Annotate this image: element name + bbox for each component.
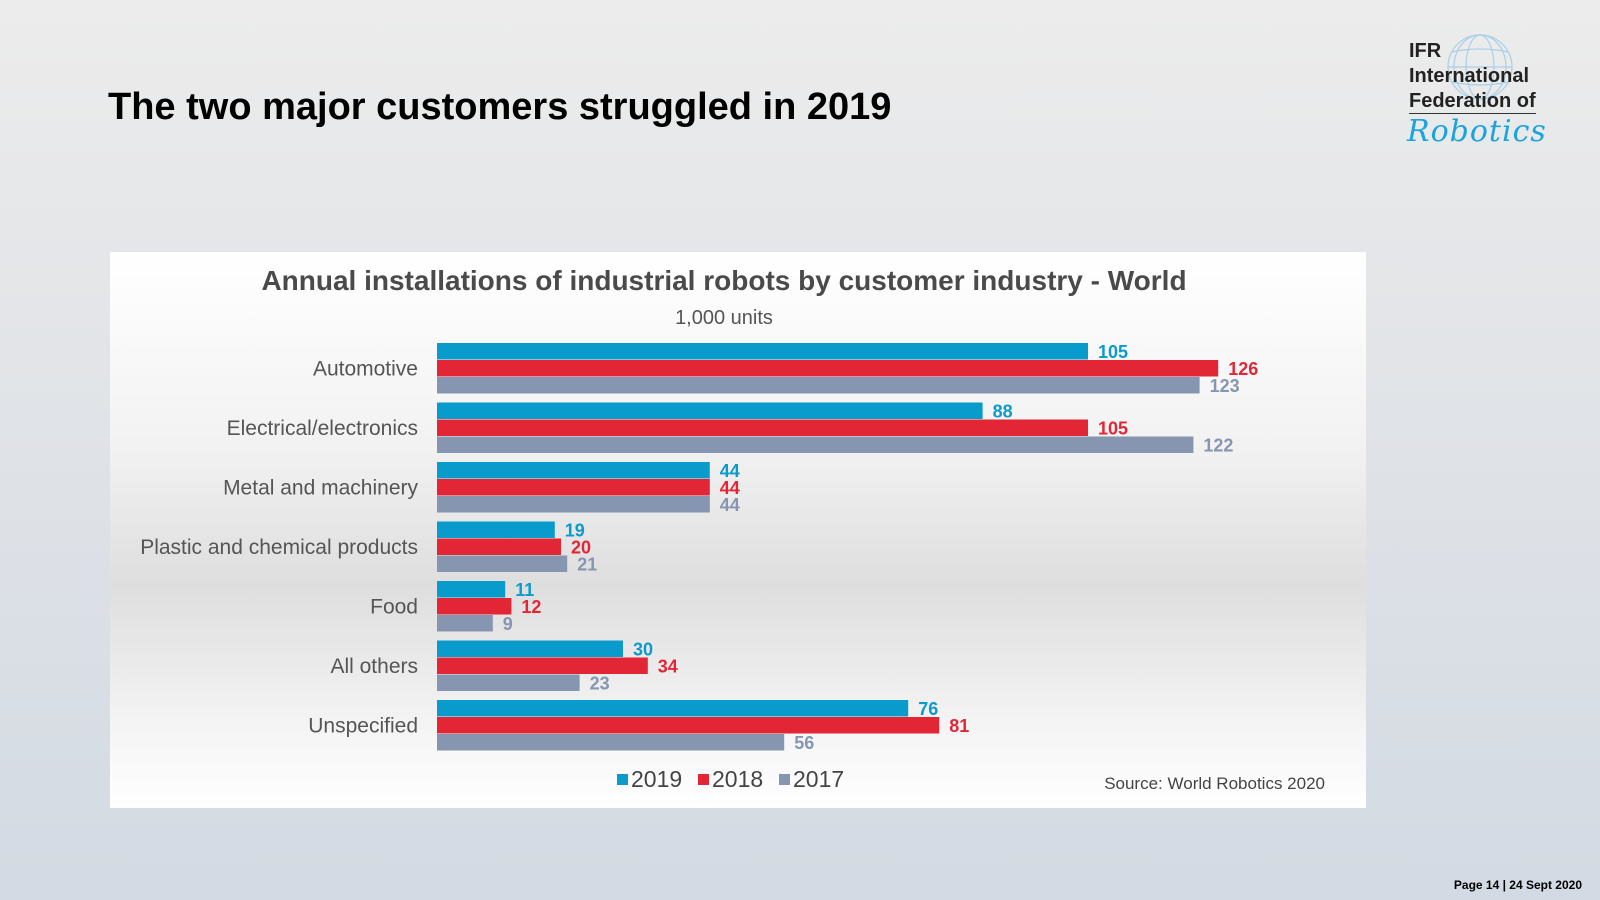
bar-2017	[437, 496, 710, 513]
data-label-2017: 9	[503, 614, 513, 634]
data-label-2018: 126	[1228, 359, 1258, 379]
bar-2018	[437, 360, 1219, 377]
data-label-2018: 105	[1098, 419, 1128, 439]
legend: 2019 2018 2017	[617, 766, 844, 792]
logo-text-robotics: Robotics	[1407, 114, 1547, 149]
category-label: Metal and machinery	[223, 477, 418, 500]
bar-2017	[437, 377, 1200, 394]
chart-panel: Annual installations of industrial robot…	[110, 252, 1366, 808]
data-label-2017: 21	[577, 555, 597, 575]
data-label-2018: 12	[521, 597, 541, 617]
category-label: Electrical/electronics	[227, 417, 418, 440]
legend-label-2017: 2017	[793, 766, 844, 792]
data-label-2017: 44	[720, 495, 740, 515]
logo-text-international: International	[1409, 65, 1530, 87]
logo-text-ifr: IFR	[1409, 40, 1442, 62]
bar-2017	[437, 436, 1194, 453]
bar-2017	[437, 555, 568, 572]
bar-2019	[437, 343, 1088, 360]
ifr-logo: IFR International Federation of Robotics	[1395, 30, 1575, 160]
bar-chart: Annual installations of industrial robot…	[140, 265, 1325, 793]
legend-swatch-2017	[779, 774, 790, 785]
bar-2019	[437, 700, 909, 717]
bar-2019	[437, 402, 983, 419]
source-note: Source: World Robotics 2020	[1104, 774, 1325, 793]
data-label-2017: 123	[1210, 376, 1240, 396]
data-label-2019: 30	[633, 640, 653, 660]
data-label-2017: 23	[590, 674, 610, 694]
bar-2018	[437, 657, 648, 674]
data-label-2018: 81	[949, 716, 969, 736]
bar-2018	[437, 479, 710, 496]
logo-text-federation: Federation of	[1409, 90, 1536, 114]
category-label: Plastic and chemical products	[140, 536, 418, 559]
globe-icon	[1447, 34, 1513, 100]
legend-swatch-2018	[698, 774, 709, 785]
page-footer: Page 14 | 24 Sept 2020	[1453, 878, 1582, 892]
data-label-2019: 88	[993, 402, 1013, 422]
bar-2019	[437, 521, 555, 538]
data-label-2018: 34	[658, 657, 678, 677]
chart-subtitle: 1,000 units	[675, 307, 773, 329]
bar-2017	[437, 615, 493, 632]
data-label-2019: 105	[1098, 342, 1128, 362]
data-label-2018: 44	[720, 478, 740, 498]
data-label-2019: 11	[515, 580, 534, 600]
category-label: Unspecified	[308, 715, 418, 738]
bar-2018	[437, 538, 561, 555]
data-label-2019: 44	[720, 461, 740, 481]
data-label-2019: 76	[918, 699, 938, 719]
legend-swatch-2019	[617, 774, 628, 785]
bar-2018	[437, 598, 512, 615]
data-label-2018: 20	[571, 538, 591, 558]
legend-label-2019: 2019	[631, 766, 682, 792]
data-label-2017: 122	[1203, 436, 1233, 456]
bar-2019	[437, 581, 506, 598]
bar-2018	[437, 717, 940, 734]
data-label-2019: 19	[565, 521, 585, 541]
bar-2019	[437, 640, 623, 657]
chart-title: Annual installations of industrial robot…	[261, 265, 1186, 296]
category-label: All others	[330, 655, 418, 678]
bar-2018	[437, 419, 1088, 436]
category-label: Automotive	[313, 358, 418, 381]
bar-2017	[437, 734, 785, 751]
slide-title: The two major customers struggled in 201…	[108, 86, 892, 128]
data-label-2017: 56	[794, 733, 814, 753]
category-label: Food	[370, 596, 418, 619]
legend-label-2018: 2018	[712, 766, 763, 792]
bar-2017	[437, 674, 580, 691]
bar-2019	[437, 462, 710, 479]
